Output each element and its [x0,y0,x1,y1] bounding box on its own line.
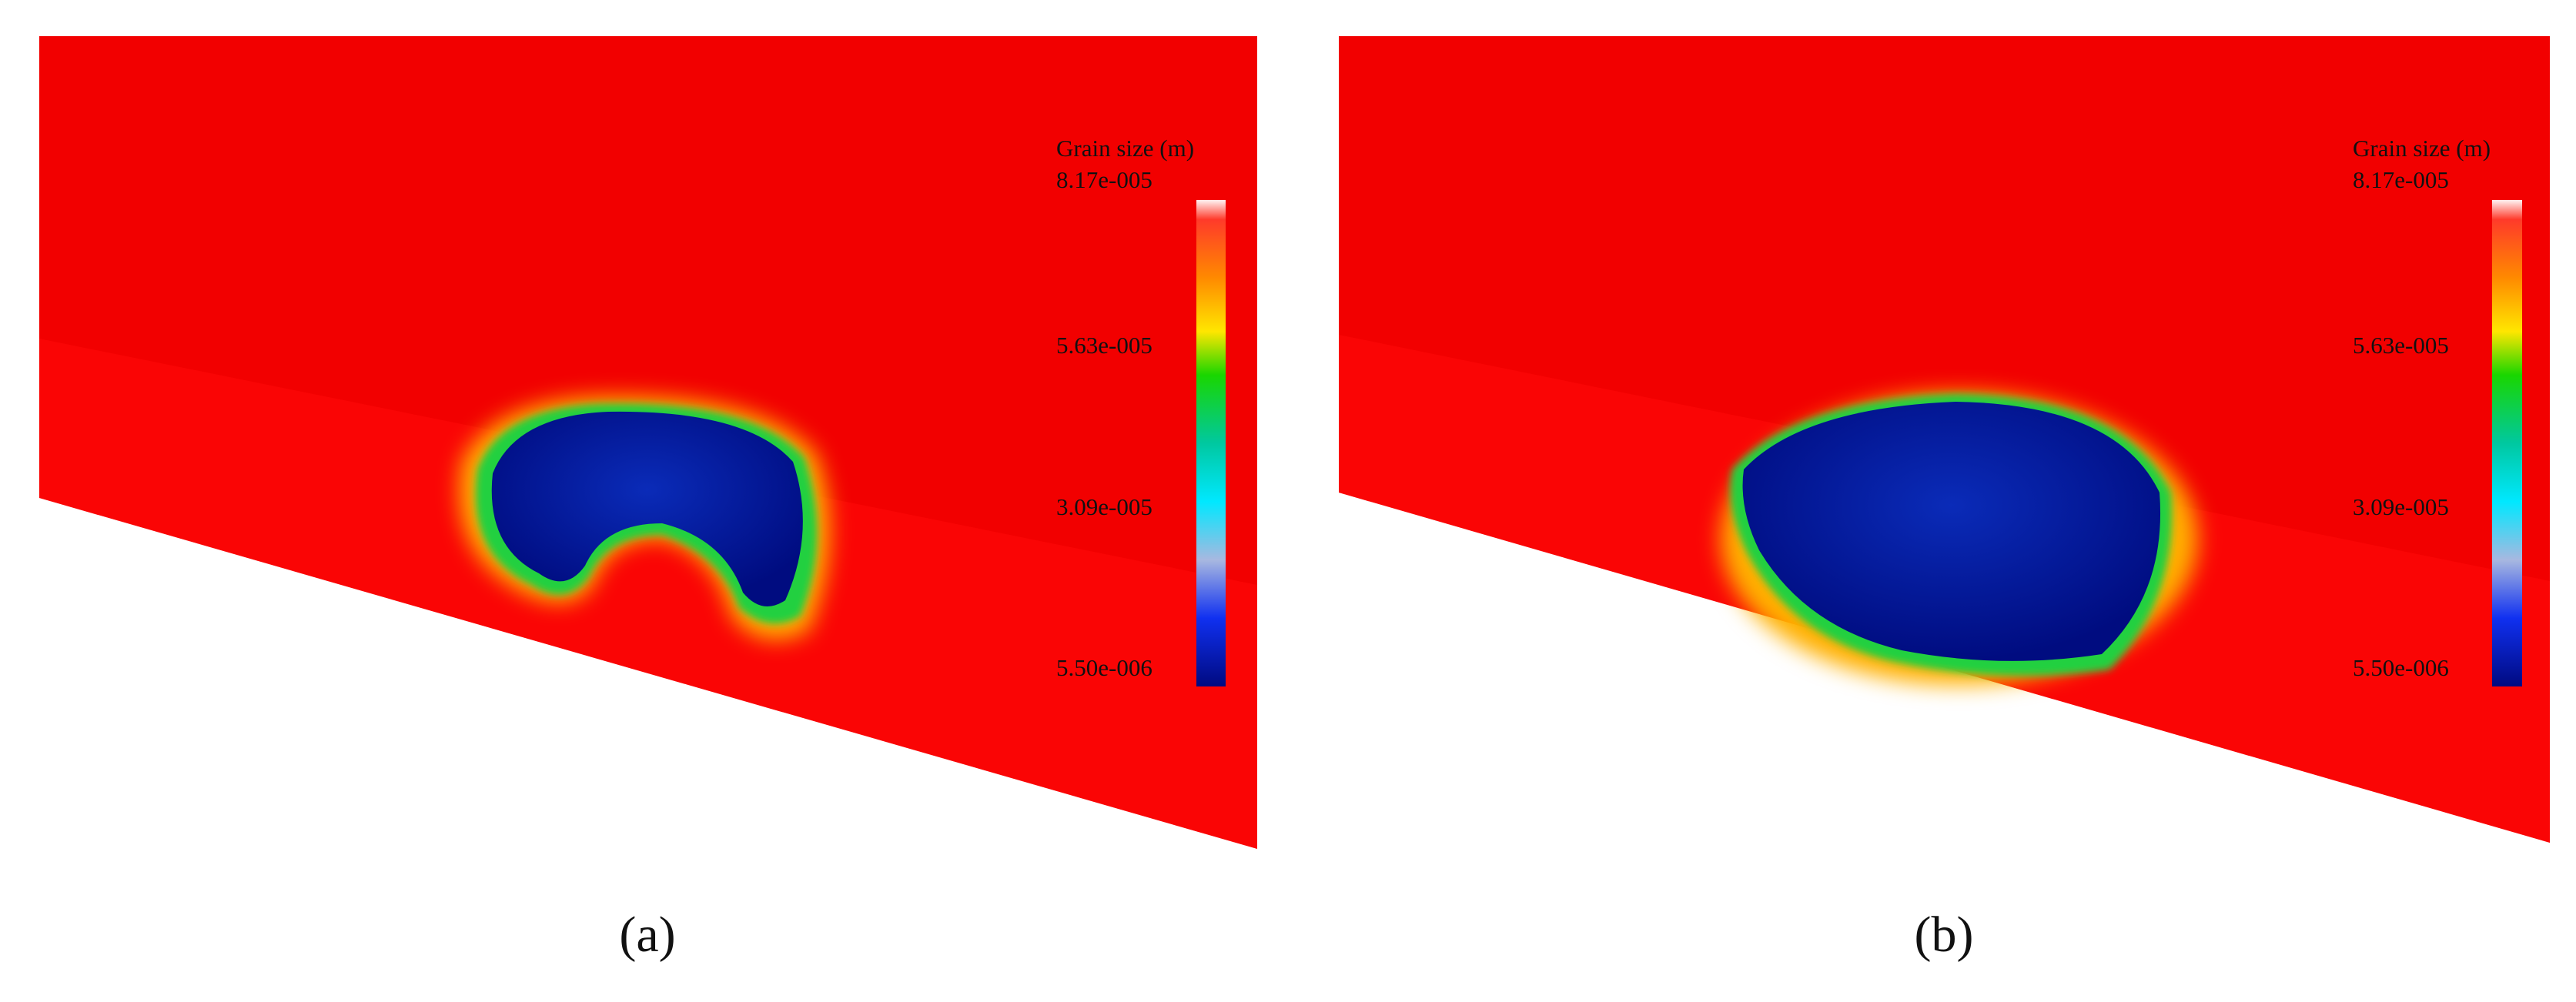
plate-face [39,339,1257,849]
colorbar-title: Grain size (m) [1056,135,1194,162]
melt-pool [1721,392,2198,685]
colorbar-tick-label: 5.50e-006 [1056,654,1153,681]
panel-label: (b) [1915,907,1974,963]
colorbar [2492,200,2522,686]
colorbar-title: Grain size (m) [2353,135,2491,162]
colorbar-tick-label: 5.50e-006 [2353,654,2449,681]
colorbar-tick-label: 3.09e-005 [1056,493,1153,520]
panel-label: (a) [619,907,675,963]
colorbar-tick-label: 5.63e-005 [1056,332,1153,359]
panel-a: Grain size (m) 8.17e-005 5.63e-005 3.09e… [39,36,1257,963]
colorbar [1196,200,1226,686]
melt-pool [459,396,830,640]
colorbar-tick-label: 5.63e-005 [2353,332,2449,359]
colorbar-tick-label: 8.17e-005 [2353,166,2449,193]
colorbar-tick-label: 8.17e-005 [1056,166,1153,193]
colorbar-tick-label: 3.09e-005 [2353,493,2449,520]
panel-b: Grain size (m) 8.17e-005 5.63e-005 3.09e… [1339,36,2550,963]
